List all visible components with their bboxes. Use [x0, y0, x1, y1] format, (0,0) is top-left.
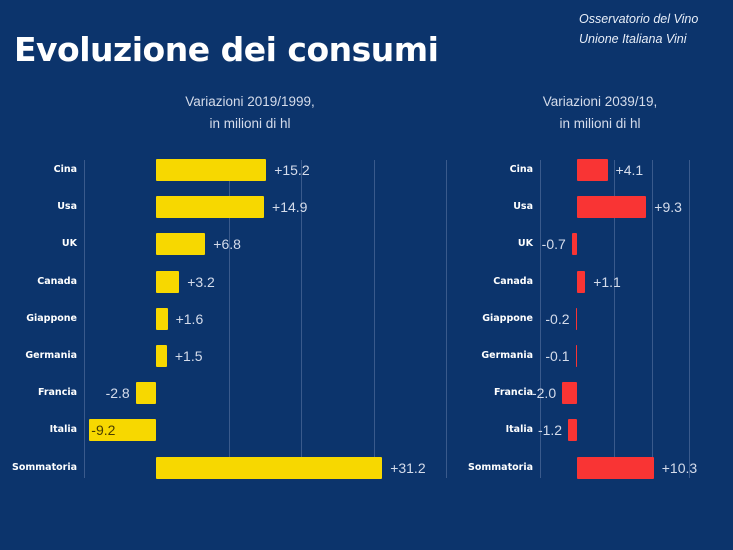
bar: [89, 419, 156, 442]
bar: [156, 196, 265, 219]
source-line-2: Unione Italiana Vini: [579, 32, 687, 46]
category-label: Germania: [25, 350, 77, 361]
value-label: -9.2: [91, 422, 116, 439]
category-label: UK: [517, 238, 533, 250]
bar: [577, 456, 654, 479]
category-label: Canada: [493, 275, 533, 287]
gridline: [539, 160, 541, 478]
value-label: +31.2: [390, 459, 426, 476]
right-subtitle-line-1: Variazioni 2039/19,: [542, 94, 658, 109]
gridline: [614, 160, 616, 478]
left-subtitle-line-1: Variazioni 2019/1999,: [185, 94, 315, 109]
bar: [156, 270, 180, 293]
bar: [562, 382, 577, 405]
value-label: +4.1: [615, 162, 644, 178]
category-label: Usa: [57, 201, 77, 213]
gridline: [83, 160, 85, 478]
bar: [575, 345, 577, 367]
category-label: Italia: [505, 424, 533, 436]
right-chart-subtitle: Variazioni 2039/19, in milioni di hl: [470, 91, 730, 135]
category-label: Germania: [481, 350, 533, 361]
category-label: Cina: [509, 164, 533, 175]
bar: [156, 456, 383, 479]
value-label: -1.2: [537, 422, 563, 439]
bar: [577, 270, 586, 293]
source-line-1: Osservatorio del Vino: [579, 12, 699, 26]
gridline: [651, 160, 653, 478]
value-label: -2.8: [105, 385, 130, 402]
category-label: Francia: [37, 387, 77, 399]
value-label: +15.2: [274, 162, 310, 178]
category-label: Sommatoria: [12, 461, 77, 473]
category-label: Cina: [53, 164, 77, 175]
bar: [156, 307, 168, 330]
gridline: [688, 160, 690, 478]
value-label: +1.5: [174, 348, 203, 364]
bar: [571, 233, 577, 256]
left-chart-subtitle: Variazioni 2019/1999, in milioni di hl: [120, 91, 380, 135]
gridline: [228, 160, 230, 478]
value-label: +3.2: [187, 273, 215, 290]
category-label: Italia: [49, 424, 77, 436]
category-label: Sommatoria: [468, 461, 533, 473]
bar: [156, 159, 267, 181]
category-label: Francia: [493, 387, 533, 399]
gridline: [373, 160, 375, 478]
value-label: +1.1: [593, 273, 621, 290]
category-label: Giappone: [482, 312, 533, 324]
category-label: Usa: [513, 201, 533, 213]
bar: [156, 345, 167, 367]
category-label: UK: [61, 238, 77, 250]
value-label: -0.7: [541, 236, 566, 253]
value-label: +9.3: [654, 199, 682, 216]
bar: [135, 382, 156, 405]
value-label: +6.8: [213, 236, 241, 253]
value-label: -0.1: [545, 348, 570, 364]
right-subtitle-line-2: in milioni di hl: [559, 116, 641, 131]
left-subtitle-line-2: in milioni di hl: [209, 116, 291, 131]
value-label: -2.0: [531, 385, 557, 402]
page-title: Evoluzione dei consumi: [14, 30, 439, 69]
bar: [568, 419, 577, 442]
bar: [577, 159, 608, 181]
value-label: +10.3: [661, 459, 698, 476]
separator-line: [446, 160, 447, 478]
value-label: +14.9: [272, 199, 308, 216]
bar: [575, 307, 577, 330]
category-label: Giappone: [26, 312, 77, 324]
bar: [156, 233, 206, 256]
source-credit: Osservatorio del Vino Unione Italiana Vi…: [579, 9, 698, 49]
category-label: Canada: [37, 275, 77, 287]
value-label: +1.6: [175, 310, 204, 327]
value-label: -0.2: [545, 310, 570, 327]
bar: [577, 196, 647, 219]
gridline: [301, 160, 302, 478]
